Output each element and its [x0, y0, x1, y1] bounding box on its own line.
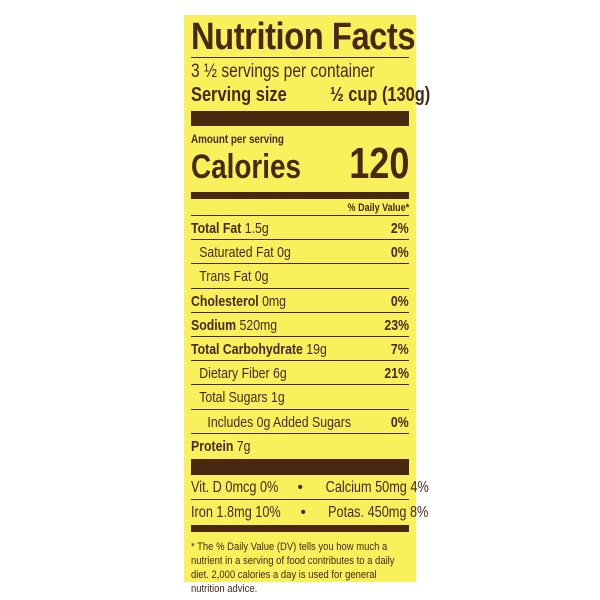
- nutrient-name: Dietary Fiber 6g: [191, 361, 287, 384]
- nutrient-label: Total Fat: [191, 220, 242, 237]
- nutrient-row: Sodium 520mg 23%: [191, 313, 409, 337]
- serving-size-label: Serving size: [191, 84, 287, 106]
- bullet: •: [300, 503, 306, 521]
- nutrient-label: Total Sugars: [199, 389, 268, 407]
- potassium: Potas. 450mg 8%: [327, 503, 429, 521]
- medium-divider: [191, 524, 409, 532]
- title-text: Nutrition Facts: [191, 16, 416, 58]
- nutrient-label: Dietary Fiber: [199, 365, 270, 383]
- nutrient-row: Dietary Fiber 6g 21%: [191, 361, 409, 386]
- vitamin-d: Vit. D 0mcg 0%: [191, 478, 279, 496]
- nutrient-label: Cholesterol: [191, 292, 259, 310]
- nutrient-label: Saturated Fat: [199, 244, 274, 262]
- nutrient-row: Saturated Fat 0g 0%: [191, 240, 409, 265]
- calories-label: Calories: [191, 148, 302, 186]
- amount-per-serving: Amount per serving: [191, 132, 409, 146]
- nutrient-daily-value: 7%: [391, 340, 409, 358]
- nutrient-amount: 19g: [306, 340, 327, 358]
- nutrient-daily-value: 2%: [391, 220, 409, 237]
- calories-row: Calories 120: [191, 142, 409, 187]
- nutrient-amount: 7g: [236, 437, 251, 455]
- nutrient-daily-value: 0%: [391, 244, 409, 262]
- serving-size-row: Serving size ½ cup (130g): [191, 83, 430, 107]
- servings-text: 3 ½ servings per container: [191, 61, 375, 82]
- nutrient-label: Protein: [191, 437, 234, 455]
- nutrient-daily-value: 23%: [384, 316, 409, 334]
- nutrient-row: Trans Fat 0g: [191, 264, 409, 289]
- nutrient-amount: 1g: [271, 389, 285, 407]
- nutrient-amount: 0mg: [262, 292, 287, 310]
- nutrient-label: Includes 0g Added Sugars: [207, 413, 352, 431]
- nutrient-name: Protein 7g: [191, 434, 250, 457]
- calcium: Calcium 50mg 4%: [325, 478, 429, 496]
- serving-size-value: ½ cup (130g): [329, 84, 430, 106]
- nutrient-amount: 6g: [273, 365, 287, 383]
- nutrient-name: Sodium 520mg: [191, 313, 277, 336]
- footnote: * The % Daily Value (DV) tells you how m…: [191, 540, 409, 596]
- nutrient-label: Sodium: [191, 316, 237, 334]
- nutrient-name: Saturated Fat 0g: [191, 240, 291, 263]
- nutrition-facts-label: Nutrition Facts 3 ½ servings per contain…: [184, 15, 430, 595]
- iron: Iron 1.8mg 10%: [191, 503, 281, 521]
- nutrient-row: Total Carbohydrate 19g 7%: [191, 337, 409, 362]
- footnote-text: * The % Daily Value (DV) tells you how m…: [191, 540, 395, 595]
- nutrient-daily-value: 0%: [391, 413, 409, 431]
- nutrient-amount: 0g: [277, 244, 291, 262]
- daily-value-header: % Daily Value*: [191, 199, 409, 216]
- servings-per-container: 3 ½ servings per container: [191, 61, 409, 83]
- nutrient-name: Trans Fat 0g: [191, 264, 268, 287]
- nutrient-name: Includes 0g Added Sugars: [191, 410, 351, 433]
- thick-divider: [191, 458, 409, 475]
- vitamin-row: Iron 1.8mg 10% • Potas. 450mg 8%: [191, 500, 428, 524]
- nutrient-row: Total Fat 1.5g 2%: [191, 216, 409, 241]
- nutrient-row: Cholesterol 0mg 0%: [191, 289, 409, 313]
- nutrient-row: Protein 7g: [191, 434, 409, 457]
- nutrient-daily-value: 0%: [391, 292, 409, 310]
- thick-divider: [191, 111, 409, 126]
- nutrient-amount: 0g: [254, 268, 269, 286]
- label-title: Nutrition Facts: [191, 15, 416, 58]
- nutrient-amount: 520mg: [239, 316, 278, 334]
- nutrient-list: Total Fat 1.5g 2% Saturated Fat 0g 0% Trans …: [191, 216, 409, 457]
- medium-divider: [191, 192, 409, 199]
- nutrient-label: Total Carbohydrate: [191, 340, 303, 358]
- daily-value-header-text: % Daily Value*: [347, 202, 409, 214]
- amount-per-serving-text: Amount per serving: [191, 132, 284, 146]
- nutrient-amount: 1.5g: [244, 220, 269, 237]
- nutrient-row: Includes 0g Added Sugars 0%: [191, 410, 409, 434]
- bullet: •: [297, 478, 303, 496]
- nutrient-name: Total Fat 1.5g: [191, 216, 269, 239]
- calories-value: 120: [348, 139, 409, 188]
- nutrient-label: Trans Fat: [199, 268, 252, 286]
- nutrient-name: Total Carbohydrate 19g: [191, 337, 327, 360]
- nutrient-name: Total Sugars 1g: [191, 385, 285, 408]
- nutrient-name: Cholesterol 0mg: [191, 289, 286, 312]
- nutrient-daily-value: 21%: [384, 365, 409, 383]
- nutrient-row: Total Sugars 1g: [191, 385, 409, 410]
- vitamin-row: Vit. D 0mcg 0% • Calcium 50mg 4%: [191, 475, 429, 500]
